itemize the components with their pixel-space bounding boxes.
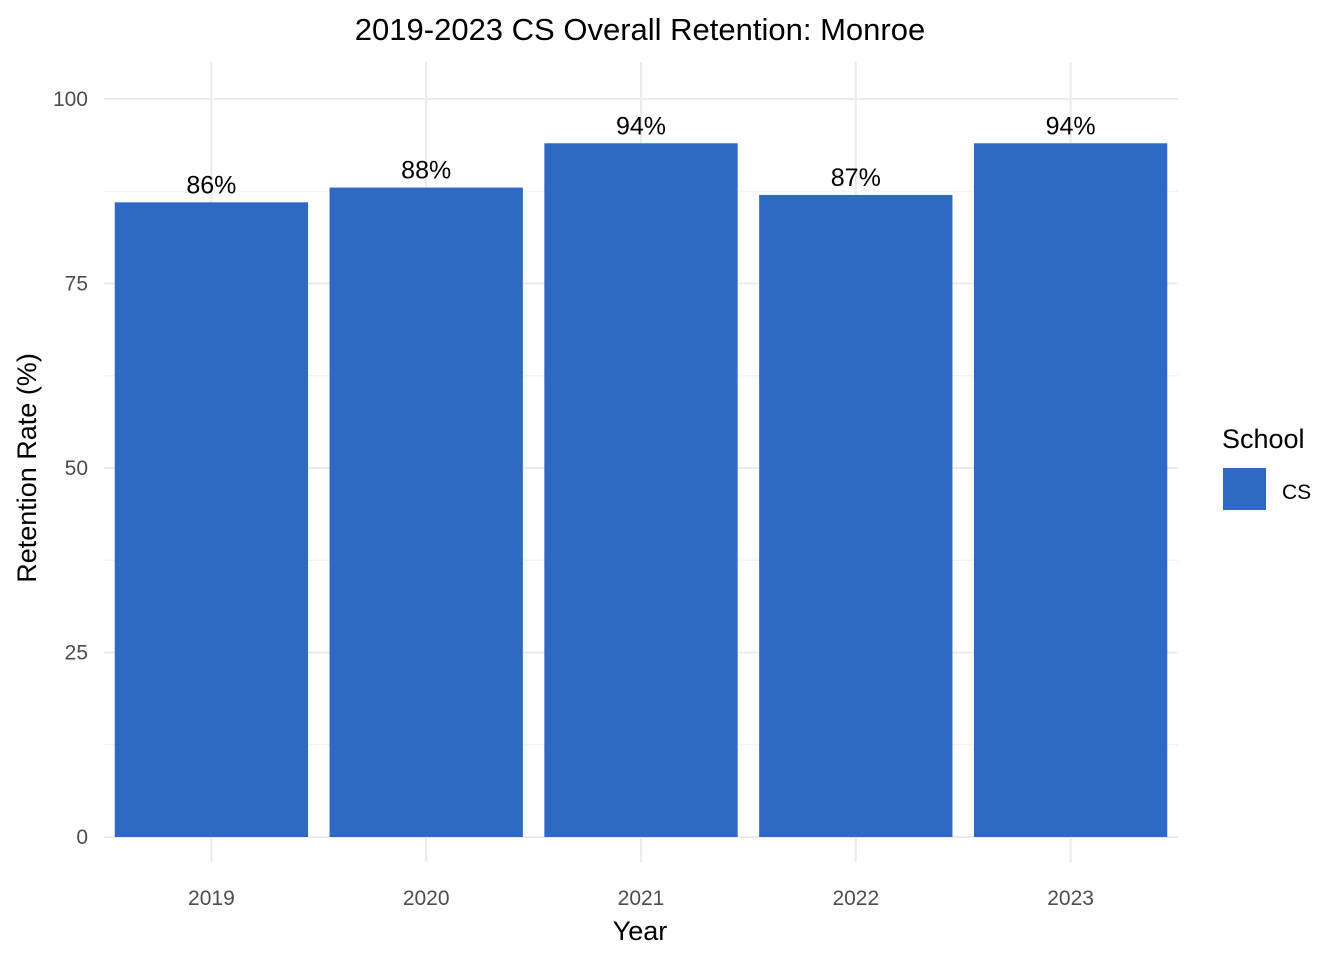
y-tick-label: 0 bbox=[76, 826, 88, 849]
data-label-2022: 87% bbox=[831, 164, 881, 192]
x-axis-ticks: 2019 2020 2021 2022 2023 bbox=[188, 887, 1094, 910]
bar-2021 bbox=[544, 143, 738, 837]
y-tick-label: 75 bbox=[65, 273, 88, 296]
legend-entry-cs: CS bbox=[1282, 481, 1311, 504]
y-axis-ticks: 0 25 50 75 100 bbox=[53, 88, 88, 849]
bar-2023 bbox=[973, 143, 1168, 837]
x-axis-label: Year bbox=[613, 916, 668, 946]
data-label-2023: 94% bbox=[1046, 112, 1096, 140]
x-tick-label-2020: 2020 bbox=[403, 887, 450, 910]
x-tick-label-2021: 2021 bbox=[618, 887, 665, 910]
x-tick-label-2023: 2023 bbox=[1047, 887, 1094, 910]
x-tick-label-2019: 2019 bbox=[188, 887, 235, 910]
legend-swatch bbox=[1223, 468, 1266, 510]
x-tick-label-2022: 2022 bbox=[832, 887, 879, 910]
y-tick-label: 50 bbox=[65, 457, 88, 480]
y-axis-label: Retention Rate (%) bbox=[12, 353, 42, 583]
legend: School CS bbox=[1222, 424, 1311, 510]
legend-title: School bbox=[1222, 424, 1305, 454]
data-labels: 86% 88% 94% 87% 94% bbox=[186, 112, 1095, 199]
data-label-2021: 94% bbox=[616, 112, 666, 140]
bar-2020 bbox=[329, 187, 523, 837]
data-label-2019: 86% bbox=[186, 171, 236, 199]
y-tick-label: 100 bbox=[53, 88, 88, 111]
y-tick-label: 25 bbox=[65, 642, 88, 665]
data-label-2020: 88% bbox=[401, 157, 451, 185]
chart-title: 2019-2023 CS Overall Retention: Monroe bbox=[355, 12, 925, 47]
bars bbox=[114, 143, 1168, 837]
bar-2022 bbox=[759, 194, 953, 837]
bar-2019 bbox=[114, 202, 309, 837]
